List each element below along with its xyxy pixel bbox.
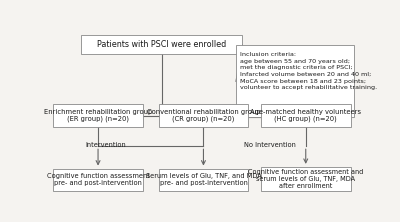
FancyBboxPatch shape [53,168,143,191]
FancyBboxPatch shape [261,103,351,127]
Text: Cognitive function assessment and
serum levels of Glu, TNF, MDA
after enrollment: Cognitive function assessment and serum … [248,168,364,189]
FancyBboxPatch shape [158,168,248,191]
Text: Patients with PSCI were enrolled: Patients with PSCI were enrolled [97,40,226,49]
FancyBboxPatch shape [81,35,242,54]
FancyBboxPatch shape [53,103,143,127]
Text: Age-matched healthy volunteers
(HC group) (n=20): Age-matched healthy volunteers (HC group… [250,109,361,122]
Text: Serum levels of Glu, TNF, and MDA
pre- and post-intervention: Serum levels of Glu, TNF, and MDA pre- a… [146,173,261,186]
Text: Inclusion criteria:
age between 55 and 70 years old;
met the diagnostic criteria: Inclusion criteria: age between 55 and 7… [240,52,377,90]
FancyBboxPatch shape [158,103,248,127]
Text: Intervention: Intervention [86,143,126,149]
FancyBboxPatch shape [261,167,351,191]
Text: No Intervention: No Intervention [244,143,296,149]
Text: Enrichment rehabilitation group
(ER group) (n=20): Enrichment rehabilitation group (ER grou… [44,109,152,122]
Text: Conventional rehabilitation group
(CR group) (n=20): Conventional rehabilitation group (CR gr… [147,109,260,122]
Text: Cognitive function assessment
pre- and post-intervention: Cognitive function assessment pre- and p… [47,173,150,186]
FancyBboxPatch shape [236,46,354,117]
